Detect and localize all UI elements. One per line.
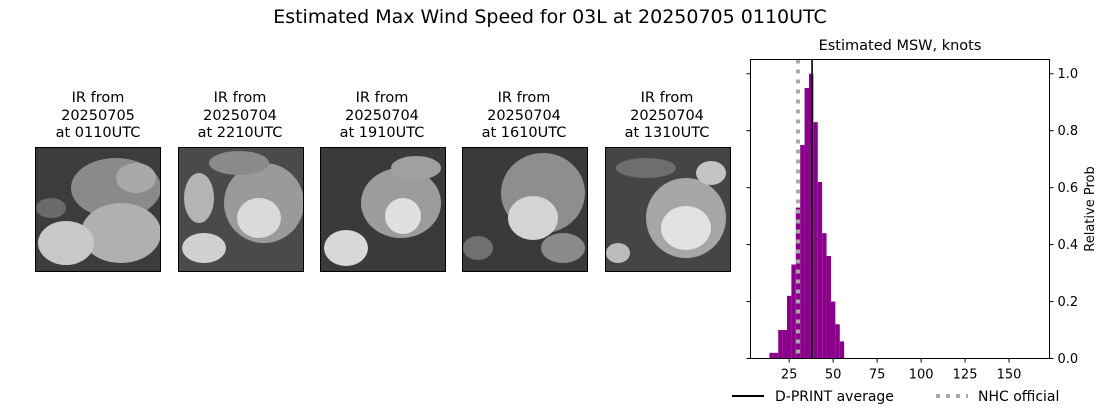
- histogram-bar: [769, 352, 774, 359]
- ir-panel-5: IR from 20250704 at 1310UTC: [604, 90, 730, 143]
- y-tick-label: 0.8: [1058, 124, 1079, 139]
- histogram-bar: [813, 122, 818, 359]
- histogram-bar: [782, 330, 787, 359]
- y-tick-label: 0.2: [1058, 295, 1079, 310]
- histogram-bar: [817, 181, 823, 359]
- y-tick-label: 1.0: [1058, 67, 1079, 82]
- ir-panel-3: IR from 20250704 at 1910UTC: [319, 90, 445, 143]
- chart-title: Estimated MSW, knots: [819, 38, 982, 54]
- histogram-bar: [800, 144, 805, 359]
- legend-nhc-label: NHC official: [978, 389, 1059, 405]
- x-tick-label: 125: [953, 368, 978, 383]
- x-tick-label: 150: [997, 368, 1022, 383]
- histogram-bar: [808, 73, 814, 359]
- histogram-bar: [773, 352, 779, 359]
- ir-panel-1: IR from 20250705 at 0110UTC: [35, 90, 161, 143]
- histogram-bar: [826, 255, 831, 359]
- figure-title: Estimated Max Wind Speed for 03L at 2025…: [273, 6, 827, 28]
- x-tick-label: 100: [909, 368, 934, 383]
- y-tick-label: 0.6: [1058, 181, 1079, 196]
- ir-panel-2: IR from 20250704 at 2210UTC: [177, 90, 303, 143]
- histogram-bar: [822, 233, 827, 359]
- y-tick-label: 0.4: [1058, 238, 1079, 253]
- y-axis-label: Relative Prob: [1083, 166, 1098, 251]
- legend: D-PRINT average NHC official: [732, 389, 1059, 405]
- ir-satellite-image: [178, 147, 304, 272]
- histogram-bar: [778, 330, 783, 359]
- histogram-bar: [804, 87, 809, 359]
- x-tick-label: 25: [781, 368, 798, 383]
- ir-caption: IR from 20250704 at 1910UTC: [339, 90, 425, 141]
- histogram-bar: [835, 324, 840, 359]
- ir-satellite-image: [605, 147, 731, 272]
- histogram-bar: [830, 301, 836, 359]
- histogram-bar: [786, 295, 792, 359]
- ir-caption: IR from 20250705 at 0110UTC: [55, 90, 141, 141]
- y-tick-label: 0.0: [1058, 352, 1079, 367]
- ir-satellite-image: [462, 147, 588, 272]
- ir-caption: IR from 20250704 at 1610UTC: [481, 90, 567, 141]
- x-tick-label: 75: [869, 368, 886, 383]
- ir-caption: IR from 20250704 at 2210UTC: [197, 90, 283, 141]
- legend-dprint-label: D-PRINT average: [775, 389, 894, 405]
- histogram-bar: [791, 264, 796, 359]
- plot-frame: [750, 59, 1050, 359]
- ir-caption: IR from 20250704 at 1310UTC: [624, 90, 710, 141]
- ir-satellite-image: [320, 147, 446, 272]
- ir-panel-4: IR from 20250704 at 1610UTC: [461, 90, 587, 143]
- x-tick-label: 50: [825, 368, 842, 383]
- histogram-bar: [839, 341, 845, 359]
- ir-satellite-image: [35, 147, 161, 272]
